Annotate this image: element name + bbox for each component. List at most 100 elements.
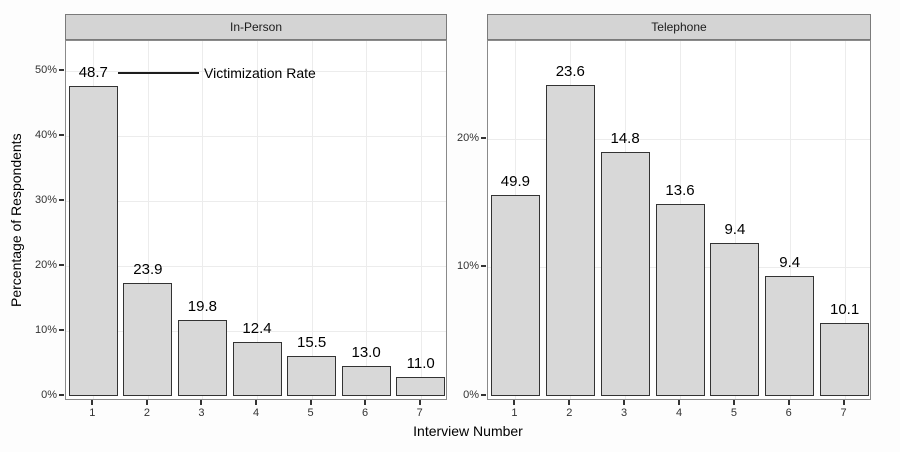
gridline	[366, 41, 368, 399]
x-axis-tick	[364, 400, 367, 405]
x-axis-tick	[418, 400, 421, 405]
y-axis-tick	[481, 265, 486, 268]
x-axis-tick	[623, 400, 626, 405]
bar	[490, 195, 540, 396]
x-axis-tick	[842, 400, 845, 405]
facet-strip-label: In-Person	[229, 20, 283, 34]
bar	[123, 282, 173, 396]
x-tick-label: 7	[416, 407, 423, 419]
bar	[820, 322, 870, 396]
gridline	[147, 41, 149, 399]
bar	[232, 342, 282, 396]
x-tick-label: 6	[362, 407, 369, 419]
y-tick-label: 50%	[34, 63, 57, 76]
x-axis-tick	[732, 400, 735, 405]
x-axis-tick	[787, 400, 790, 405]
x-axis-tick	[145, 400, 148, 405]
x-axis-tick	[91, 400, 94, 405]
gridline	[257, 41, 258, 399]
y-axis-title: Percentage of Respondents	[8, 133, 24, 307]
bar-value-label: 12.4	[242, 320, 272, 337]
gridline	[734, 41, 736, 399]
bar	[177, 319, 227, 396]
bar	[710, 242, 760, 396]
y-tick-label: 20%	[456, 131, 479, 144]
facet-strip-label: Telephone	[651, 20, 707, 34]
facet-strip-in-person: In-Person	[65, 14, 447, 40]
y-axis-tick	[59, 133, 64, 136]
x-tick-label: 1	[511, 407, 518, 419]
bar-value-label: 19.8	[187, 297, 217, 315]
y-tick-label: 10%	[456, 260, 479, 273]
bar	[68, 85, 118, 396]
y-tick-label: 0%	[41, 389, 57, 401]
y-tick-label: 10%	[34, 324, 57, 336]
x-tick-label: 1	[89, 407, 96, 419]
x-axis-title: Interview Number	[413, 423, 523, 439]
x-tick-label: 2	[566, 407, 573, 419]
gridline	[789, 41, 791, 399]
x-axis-tick	[568, 400, 571, 405]
y-axis-tick	[481, 394, 486, 396]
x-tick-label: 4	[252, 407, 260, 419]
bar-value-label: 14.8	[610, 129, 640, 147]
bar-value-label: 9.4	[724, 220, 746, 238]
facet-strip-telephone: Telephone	[487, 14, 871, 40]
bar	[655, 204, 705, 396]
x-tick-label: 5	[307, 407, 314, 419]
bar-value-label: 10.1	[829, 300, 860, 318]
x-tick-label: 7	[840, 407, 847, 419]
bar	[545, 84, 595, 396]
annotation-victimization-rate: Victimization Rate	[204, 65, 316, 81]
bar	[341, 366, 391, 396]
y-axis-tick	[59, 198, 64, 201]
gridline	[66, 331, 446, 332]
bar	[765, 276, 815, 396]
y-axis-tick	[59, 394, 64, 396]
gridline	[202, 41, 204, 399]
annotation-line	[118, 72, 199, 74]
x-tick-label: 3	[198, 407, 205, 419]
bar-value-label: 23.6	[555, 62, 585, 80]
y-axis-tick	[59, 329, 64, 331]
x-axis-tick	[309, 400, 312, 405]
bar-value-label: 49.9	[500, 173, 530, 191]
bar-value-label: 23.9	[133, 260, 163, 278]
x-tick-label: 5	[730, 407, 737, 419]
y-tick-label: 30%	[34, 193, 57, 206]
bar	[287, 355, 337, 396]
x-axis-tick	[513, 400, 516, 405]
bar-value-label: 11.0	[406, 355, 435, 373]
y-axis-tick	[59, 68, 64, 71]
gridline	[844, 41, 846, 399]
x-tick-label: 3	[621, 407, 628, 419]
bar-value-label: 13.6	[665, 182, 695, 200]
x-axis-tick	[200, 400, 203, 405]
y-tick-label: 0%	[463, 389, 479, 401]
gridline	[66, 70, 446, 72]
bar-value-label: 15.5	[296, 333, 327, 351]
x-tick-label: 2	[143, 407, 150, 419]
gridline	[66, 135, 446, 137]
x-axis-tick	[678, 400, 680, 405]
bar-value-label: 13.0	[351, 344, 381, 362]
y-axis-tick	[481, 136, 486, 139]
gridline	[311, 41, 313, 399]
gridline	[488, 138, 870, 140]
facet-panel-in-person: 48.7 23.9 19.8 12.4 15.5 13.0 11.0 Victimizatio…	[65, 40, 447, 400]
facet-panel-telephone: 49.9 23.6 14.8 13.6 9.4 9.4 10.1	[487, 40, 871, 400]
bar	[396, 377, 446, 396]
gridline	[66, 200, 446, 202]
y-axis-tick	[59, 264, 64, 266]
y-tick-label: 40%	[34, 128, 57, 141]
gridline	[420, 41, 422, 399]
gridline	[66, 266, 446, 267]
x-axis-tick	[255, 400, 257, 405]
y-tick-label: 20%	[34, 259, 57, 271]
bar-value-label: 48.7	[78, 63, 108, 81]
x-tick-label: 6	[785, 407, 792, 419]
bar	[600, 151, 650, 396]
x-tick-label: 4	[675, 407, 683, 419]
bar-value-label: 9.4	[779, 254, 801, 272]
